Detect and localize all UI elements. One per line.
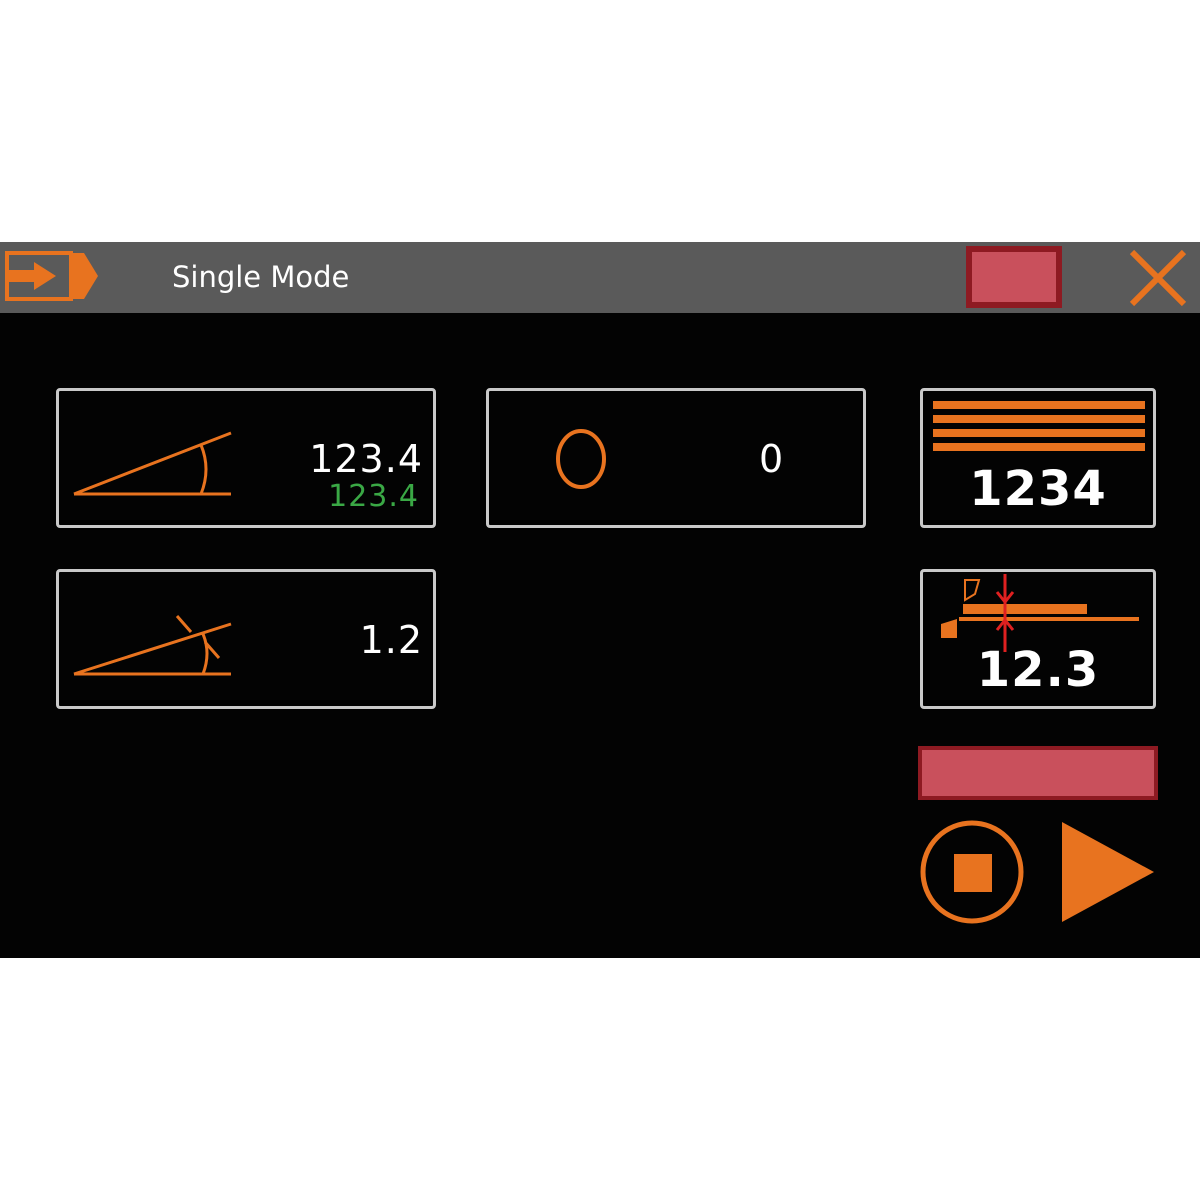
page-title: Single Mode	[172, 260, 350, 294]
angle-correction-icon	[73, 615, 232, 676]
counter-value: 0	[759, 437, 785, 481]
counter-panel[interactable]: 0	[486, 388, 866, 528]
sheet-thickness-icon	[941, 574, 1139, 652]
sheets-panel[interactable]: 1234	[920, 388, 1156, 528]
angle-panel[interactable]: 123.4 123.4	[56, 388, 436, 528]
close-x-icon[interactable]	[1128, 248, 1188, 308]
angle-correction-panel[interactable]: 1.2	[56, 569, 436, 709]
stop-icon[interactable]	[918, 820, 1028, 924]
circle-icon	[556, 429, 606, 489]
thickness-panel[interactable]: 12.3	[920, 569, 1156, 709]
exit-arrow-icon[interactable]	[4, 250, 100, 306]
status-indicator	[966, 246, 1062, 308]
stack-lines-icon	[933, 401, 1145, 451]
angle-value: 123.4	[309, 437, 423, 481]
play-icon[interactable]	[1060, 820, 1156, 924]
screen: Single Mode 123.4 123.4 1.2 0 1234	[0, 242, 1200, 958]
correction-value: 1.2	[359, 618, 423, 662]
thickness-value: 12.3	[976, 642, 1100, 698]
title-bar: Single Mode	[0, 242, 1200, 313]
angle-actual-value: 123.4	[328, 479, 419, 514]
sheets-value: 1234	[969, 461, 1107, 517]
status-bar	[918, 746, 1158, 800]
angle-icon	[73, 431, 232, 496]
